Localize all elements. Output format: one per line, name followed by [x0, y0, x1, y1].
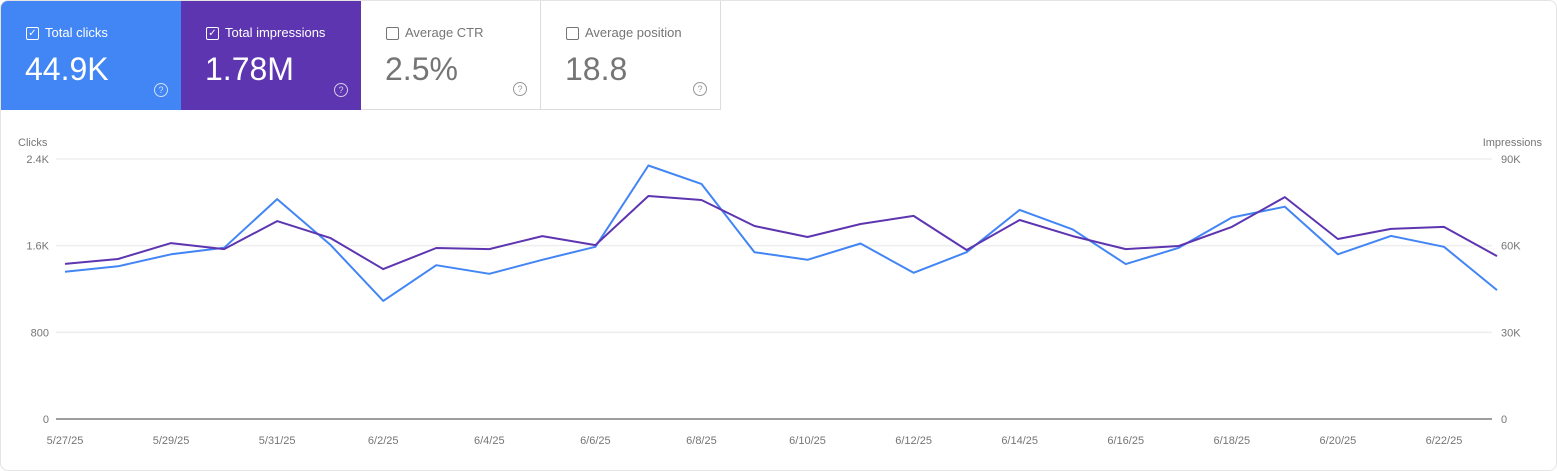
y-axis-left-label: Clicks: [18, 137, 48, 149]
x-tick-label: 6/6/25: [580, 435, 611, 447]
metric-label: Total impressions: [225, 25, 326, 40]
help-icon[interactable]: ?: [154, 83, 168, 97]
checkbox-unchecked-icon[interactable]: [386, 27, 399, 40]
help-icon[interactable]: ?: [513, 82, 527, 96]
y-tick-left: 0: [43, 414, 49, 426]
metric-card-average-ctr[interactable]: Average CTR 2.5% ?: [361, 1, 541, 110]
metric-value: 1.78M: [205, 51, 294, 87]
metric-card-average-position[interactable]: Average position 18.8 ?: [541, 1, 721, 110]
y-tick-right: 90K: [1501, 154, 1521, 166]
y-tick-left: 1.6K: [26, 241, 49, 253]
y-axis-right-label: Impressions: [1483, 137, 1543, 149]
checkbox-unchecked-icon[interactable]: [566, 27, 579, 40]
x-tick-label: 6/10/25: [789, 435, 826, 447]
metric-card-total-impressions[interactable]: ✓ Total impressions 1.78M ?: [181, 1, 361, 110]
checkbox-checked-icon[interactable]: ✓: [26, 27, 39, 40]
metric-value: 18.8: [565, 51, 628, 87]
x-tick-label: 5/29/25: [153, 435, 190, 447]
x-tick-label: 5/31/25: [259, 435, 296, 447]
series-line-clicks: [64, 164, 1498, 302]
metric-card-total-clicks[interactable]: ✓ Total clicks 44.9K ?: [1, 1, 181, 110]
checkbox-checked-icon[interactable]: ✓: [206, 27, 219, 40]
x-tick-label: 5/27/25: [47, 435, 84, 447]
x-tick-label: 6/8/25: [686, 435, 717, 447]
help-icon[interactable]: ?: [334, 83, 348, 97]
metric-value: 44.9K: [25, 51, 109, 87]
series-line-impressions: [64, 195, 1498, 271]
x-tick-label: 6/12/25: [895, 435, 932, 447]
y-tick-right: 0: [1501, 414, 1507, 426]
y-tick-right: 60K: [1501, 241, 1521, 253]
metric-label: Average position: [585, 25, 682, 40]
help-icon[interactable]: ?: [693, 82, 707, 96]
x-tick-label: 6/16/25: [1107, 435, 1144, 447]
y-tick-right: 30K: [1501, 327, 1521, 339]
x-tick-label: 6/18/25: [1213, 435, 1250, 447]
x-tick-label: 6/20/25: [1320, 435, 1357, 447]
x-tick-label: 6/2/25: [368, 435, 399, 447]
x-tick-label: 6/22/25: [1426, 435, 1463, 447]
metric-value: 2.5%: [385, 51, 458, 87]
metric-cards: ✓ Total clicks 44.9K ? ✓ Total impressio…: [1, 1, 721, 110]
x-tick-label: 6/14/25: [1001, 435, 1038, 447]
y-tick-left: 800: [31, 327, 49, 339]
x-tick-label: 6/4/25: [474, 435, 505, 447]
y-tick-left: 2.4K: [26, 154, 49, 166]
metric-label: Average CTR: [405, 25, 484, 40]
metric-label: Total clicks: [45, 25, 108, 40]
